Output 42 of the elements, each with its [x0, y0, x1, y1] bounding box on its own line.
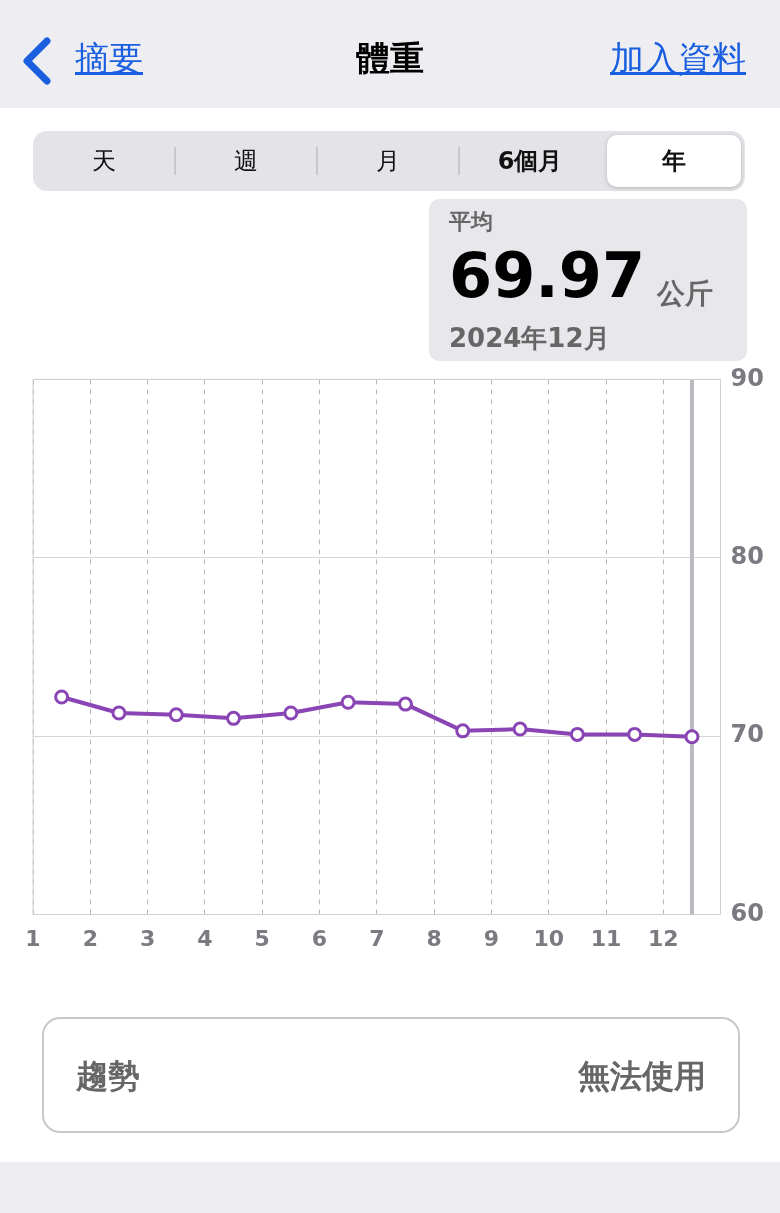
text: 公斤 — [657, 276, 713, 312]
chart-title: 體重 — [356, 38, 424, 78]
x-tick-label: 6 — [311, 925, 328, 951]
y-tick-label: 80 — [730, 542, 765, 571]
text: 2024年12月 — [449, 322, 610, 355]
point — [168, 707, 184, 723]
point — [340, 694, 356, 710]
x-tick-label: 4 — [197, 925, 213, 951]
point — [627, 726, 643, 742]
point — [283, 705, 299, 721]
y-tick-label: 90 — [730, 363, 765, 392]
x-tick-label: 12 — [647, 925, 679, 951]
text: 年 — [660, 146, 687, 177]
y-tick-label: 70 — [730, 720, 765, 749]
x-tick-label: 7 — [369, 925, 385, 951]
text: 6個月 — [496, 146, 564, 177]
x-tick-label: 1 — [25, 925, 41, 951]
text: 趨勢 — [76, 1056, 140, 1097]
point — [455, 723, 471, 739]
point — [226, 710, 242, 726]
text: 摘要 — [75, 37, 143, 80]
point — [684, 729, 700, 745]
x-tick-label: 2 — [82, 925, 98, 951]
text: 無法使用 — [578, 1056, 706, 1097]
text: 平均 — [449, 208, 493, 236]
x-tick-label: 3 — [139, 925, 156, 951]
point — [111, 705, 127, 721]
text: 週 — [233, 146, 259, 177]
text: 加入資料 — [610, 37, 746, 80]
x-tick-label: 5 — [254, 925, 270, 951]
point — [54, 689, 70, 705]
y-tick-label: 60 — [730, 898, 765, 927]
text: 69.97 — [449, 239, 646, 312]
x-tick-label: 9 — [483, 925, 500, 951]
x-tick-label: 8 — [426, 925, 442, 951]
point — [512, 721, 528, 737]
x-tick-label: 11 — [590, 925, 622, 951]
x-tick-label: 10 — [533, 925, 565, 951]
point — [397, 696, 413, 712]
text: 月 — [375, 146, 401, 177]
point — [569, 726, 585, 742]
text: 天 — [91, 146, 117, 177]
